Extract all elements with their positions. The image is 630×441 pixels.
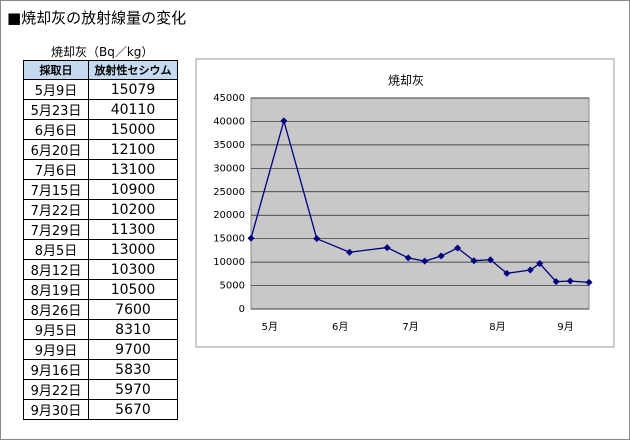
table-cell: 10200	[88, 199, 178, 220]
marker	[346, 248, 354, 256]
plot-area	[250, 97, 590, 310]
marker	[536, 260, 544, 268]
y-tick-label: 30000	[213, 163, 245, 174]
x-tick-label: 6月	[332, 321, 348, 333]
table-row: 8月19日 10500	[23, 279, 178, 300]
table-caption: 焼却灰（Bq／kg）	[51, 45, 154, 59]
data-table: 採取日 放射性セシウム 5月9日 15079 5月23日 40110 6月6日 15000…	[23, 60, 178, 420]
marker	[486, 256, 494, 264]
marker	[421, 257, 429, 265]
y-tick-label: 10000	[213, 257, 245, 268]
table-row: 9月5日 8310	[23, 319, 178, 340]
marker	[404, 254, 412, 262]
marker	[383, 244, 391, 252]
table-row: 7月22日 10200	[23, 199, 178, 220]
marker	[313, 235, 321, 243]
marker	[454, 244, 462, 252]
table-row: 6月6日 15000	[23, 119, 178, 140]
table-cell: 40110	[88, 99, 178, 120]
chart-title: 焼却灰	[388, 74, 424, 88]
table-cell: 7月6日	[23, 159, 89, 180]
table-row: 9月30日 5670	[23, 399, 178, 420]
table-row: 7月29日 11300	[23, 219, 178, 240]
marker	[585, 278, 593, 286]
marker	[247, 234, 255, 242]
header-cell: 放射性セシウム	[88, 60, 178, 80]
table-cell: 9月22日	[23, 379, 89, 400]
table-body: 5月9日 15079 5月23日 40110 6月6日 15000 6月20日 12100 7月…	[23, 79, 178, 420]
marker	[526, 266, 534, 274]
y-tick-label: 45000	[213, 93, 245, 104]
table-cell: 5670	[88, 399, 178, 420]
marker	[503, 269, 511, 277]
table-row: 9月9日 9700	[23, 339, 178, 360]
table-cell: 8月5日	[23, 239, 89, 260]
table-row: 7月6日 13100	[23, 159, 178, 180]
table-cell: 8月12日	[23, 259, 89, 280]
table-cell: 7月15日	[23, 179, 89, 200]
table-cell: 5830	[88, 359, 178, 380]
header-cell: 採取日	[23, 60, 89, 80]
y-tick-label: 35000	[213, 140, 245, 151]
table-cell: 9月5日	[23, 319, 89, 340]
marker	[566, 277, 574, 285]
x-tick-label: 9月	[557, 321, 573, 333]
header-row: 採取日 放射性セシウム	[23, 60, 178, 80]
y-tick-label: 40000	[213, 116, 245, 127]
x-tick-label: 7月	[402, 321, 418, 333]
table-row: 8月12日 10300	[23, 259, 178, 280]
table-cell: 9月30日	[23, 399, 89, 420]
table-row: 8月5日 13000	[23, 239, 178, 260]
marker	[437, 252, 445, 260]
table-cell: 10500	[88, 279, 178, 300]
y-tick-label: 15000	[213, 234, 245, 245]
y-tick-label: 25000	[213, 187, 245, 198]
y-tick-label: 20000	[213, 210, 245, 221]
marker	[470, 257, 478, 265]
page-title: ■焼却灰の放射線量の変化	[7, 9, 187, 27]
table-cell: 6月6日	[23, 119, 89, 140]
x-tick-label: 8月	[489, 321, 505, 333]
table-cell: 10300	[88, 259, 178, 280]
marker	[552, 278, 560, 286]
y-tick-label: 0	[239, 304, 245, 315]
table-cell: 7600	[88, 299, 178, 320]
marker	[280, 117, 288, 125]
table-cell: 8月19日	[23, 279, 89, 300]
table-row: 9月16日 5830	[23, 359, 178, 380]
table-cell: 9700	[88, 339, 178, 360]
y-tick-label: 5000	[220, 281, 245, 292]
table-cell: 8310	[88, 319, 178, 340]
x-tick-label: 5月	[262, 321, 278, 333]
